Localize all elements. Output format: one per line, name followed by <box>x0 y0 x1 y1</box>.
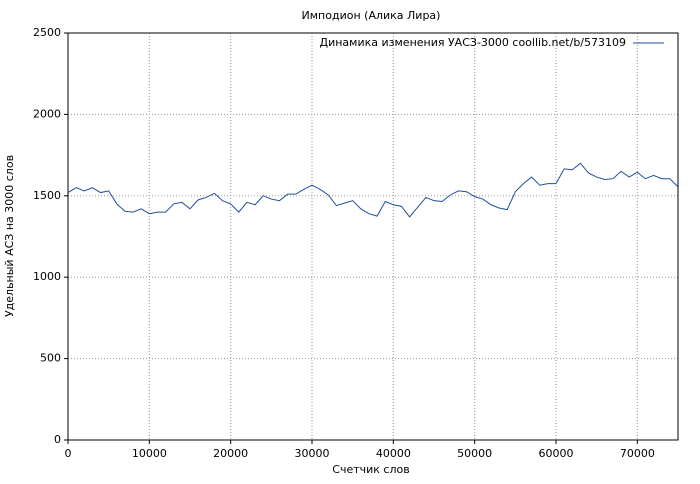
chart-title: Имподион (Алика Лира) <box>302 9 441 22</box>
y-tick-label: 1000 <box>33 270 61 283</box>
x-tick-label: 70000 <box>620 447 655 460</box>
y-axis-label: Удельный АСЗ на 3000 слов <box>3 155 16 317</box>
y-tick-label: 1500 <box>33 189 61 202</box>
y-tick-label: 0 <box>54 433 61 446</box>
x-tick-label: 50000 <box>457 447 492 460</box>
x-tick-label: 30000 <box>295 447 330 460</box>
x-tick-label: 0 <box>65 447 72 460</box>
plot-frame <box>67 32 679 441</box>
x-tick-label: 40000 <box>376 447 411 460</box>
x-tick-label: 60000 <box>539 447 574 460</box>
data-line <box>67 162 679 218</box>
x-tick-label: 10000 <box>132 447 167 460</box>
y-tick-label: 2500 <box>33 26 61 39</box>
y-tick-label: 500 <box>40 352 61 365</box>
y-tick-label: 2000 <box>33 107 61 120</box>
x-axis-label: Счетчик слов <box>332 463 409 476</box>
legend-label: Динамика изменения УАСЗ-3000 coollib.net… <box>320 36 627 49</box>
x-tick-label: 20000 <box>213 447 248 460</box>
